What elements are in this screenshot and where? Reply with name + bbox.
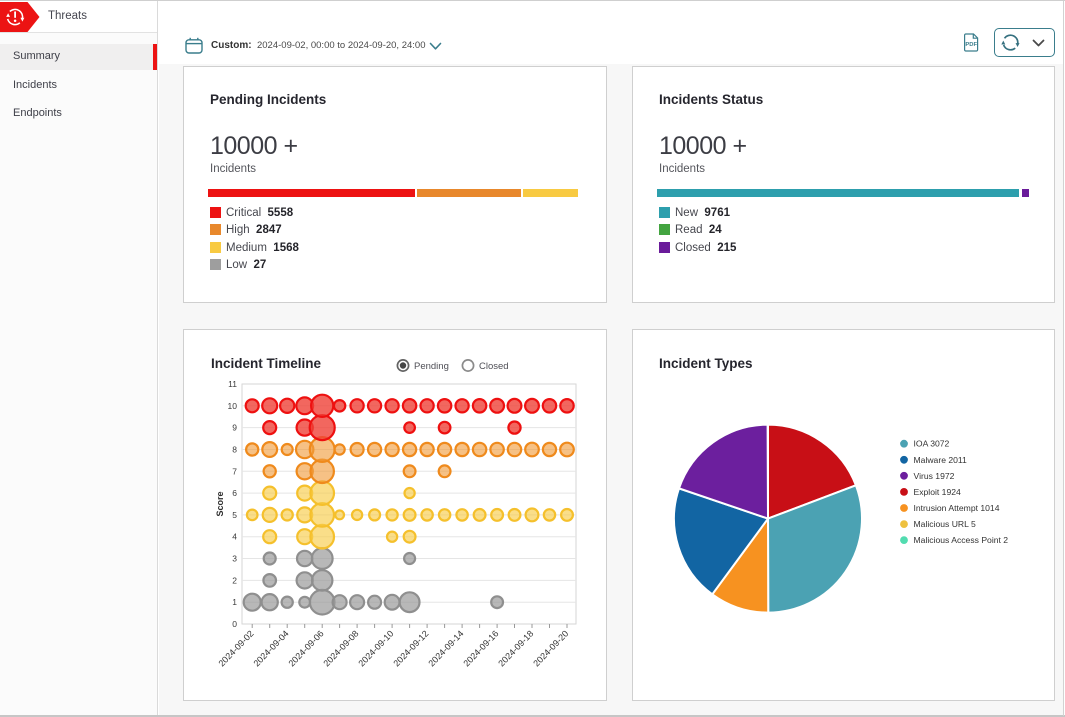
svg-text:2024-09-14: 2024-09-14 — [426, 628, 465, 668]
svg-text:Pending: Pending — [414, 361, 449, 372]
svg-text:6: 6 — [232, 488, 237, 498]
svg-text:9: 9 — [232, 423, 237, 433]
svg-text:2024-09-06: 2024-09-06 — [286, 628, 325, 668]
svg-text:Closed: Closed — [479, 361, 509, 372]
svg-text:Malware 2011: Malware 2011 — [914, 455, 968, 465]
svg-text:2024-09-16: 2024-09-16 — [461, 628, 500, 668]
svg-text:1: 1 — [232, 597, 237, 607]
svg-text:5: 5 — [232, 510, 237, 520]
svg-text:IOA 3072: IOA 3072 — [914, 439, 950, 449]
svg-text:2024-09-04: 2024-09-04 — [251, 628, 290, 668]
svg-text:8: 8 — [232, 445, 237, 455]
svg-text:Malicious Access Point 2: Malicious Access Point 2 — [914, 535, 1009, 545]
svg-text:3: 3 — [232, 554, 237, 564]
svg-text:2024-09-12: 2024-09-12 — [391, 628, 430, 668]
svg-text:10: 10 — [228, 401, 238, 411]
svg-text:Malicious URL 5: Malicious URL 5 — [914, 519, 976, 529]
svg-text:Virus 1972: Virus 1972 — [914, 471, 955, 481]
svg-text:0: 0 — [232, 619, 237, 629]
svg-text:2024-09-08: 2024-09-08 — [321, 628, 360, 668]
svg-text:2: 2 — [232, 575, 237, 585]
svg-text:4: 4 — [232, 532, 237, 542]
svg-text:PDF: PDF — [965, 42, 977, 48]
svg-text:2024-09-10: 2024-09-10 — [356, 628, 395, 668]
svg-text:2024-09-20: 2024-09-20 — [531, 628, 570, 668]
svg-text:2024-09-18: 2024-09-18 — [496, 628, 535, 668]
svg-text:2024-09-02: 2024-09-02 — [216, 628, 255, 668]
svg-text:Score: Score — [215, 491, 225, 516]
svg-text:11: 11 — [228, 379, 237, 389]
svg-text:7: 7 — [232, 466, 237, 476]
svg-text:Intrusion Attempt 1014: Intrusion Attempt 1014 — [914, 503, 1000, 513]
svg-text:Exploit 1924: Exploit 1924 — [914, 487, 962, 497]
